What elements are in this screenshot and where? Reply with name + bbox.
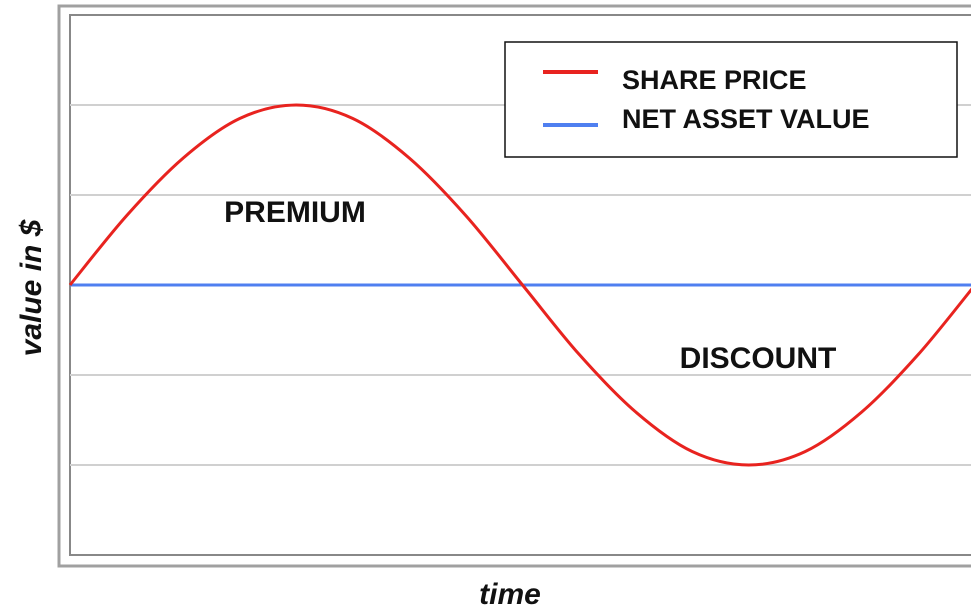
legend-label: SHARE PRICE [622, 65, 807, 95]
outer-frame [57, 4, 971, 568]
x-axis-label: time [479, 578, 541, 611]
annotation: DISCOUNT [680, 342, 837, 375]
series-line [68, 103, 971, 467]
lines [68, 103, 971, 467]
annotation: PREMIUM [224, 196, 366, 229]
y-axis-label: value in $ [15, 219, 48, 356]
legend: SHARE PRICE NET ASSET VALUE [543, 65, 870, 134]
legend-label: NET ASSET VALUE [622, 104, 870, 134]
legend-box [504, 41, 958, 158]
